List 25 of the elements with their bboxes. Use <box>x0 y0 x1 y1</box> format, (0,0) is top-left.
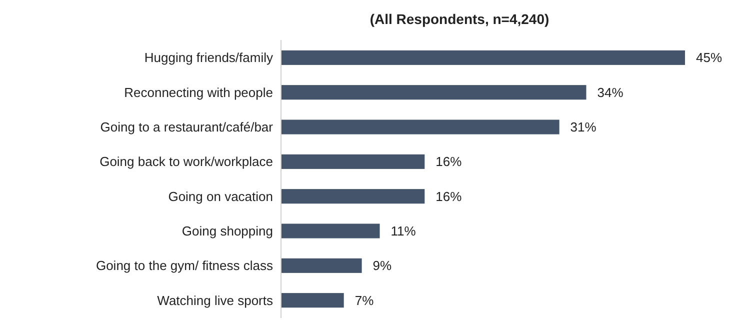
bar <box>281 154 425 169</box>
data-label: 16% <box>436 154 462 170</box>
bar <box>281 120 560 134</box>
chart-subtitle: (All Respondents, n=4,240) <box>370 11 550 27</box>
y-tick-label: Going shopping <box>182 224 273 239</box>
data-label: 16% <box>436 188 462 204</box>
y-tick-label: Hugging friends/family <box>144 50 274 66</box>
bar <box>281 258 362 273</box>
data-label: 7% <box>354 292 374 308</box>
bar <box>281 189 425 204</box>
bar <box>281 85 586 100</box>
y-tick-label: Going to the gym/ fitness class <box>96 258 274 274</box>
data-label: 34% <box>597 84 624 100</box>
y-tick-label: Watching live sports <box>157 292 274 308</box>
y-tick-label: Going back to work/workplace <box>100 154 273 170</box>
bar <box>281 293 344 308</box>
bar <box>281 224 380 238</box>
y-tick-label: Going to a restaurant/café/bar <box>100 120 274 135</box>
y-tick-label: Going on vacation <box>168 188 273 204</box>
bar <box>281 50 685 65</box>
y-tick-label: Reconnecting with people <box>124 84 273 100</box>
data-label: 31% <box>570 120 597 135</box>
data-label: 45% <box>696 50 722 66</box>
data-label: 11% <box>390 224 416 239</box>
data-label: 9% <box>372 258 392 274</box>
